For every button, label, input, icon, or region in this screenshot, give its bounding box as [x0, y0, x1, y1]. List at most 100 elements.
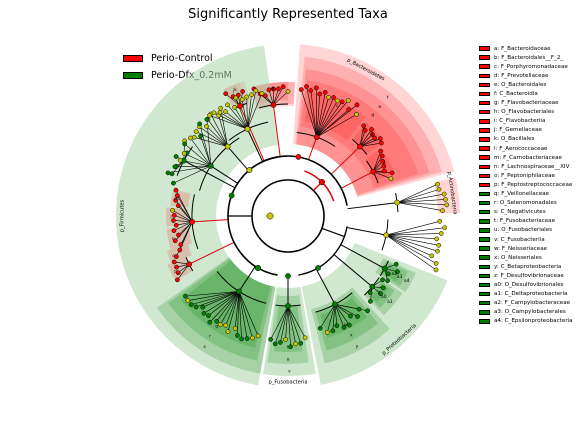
- clade-letter: q: [215, 324, 218, 329]
- taxa-key-swatch: [479, 291, 490, 297]
- tree-node-neutral: [177, 157, 183, 163]
- legend-label-control: Perio-Control: [151, 53, 213, 64]
- tree-edge: [373, 171, 392, 179]
- taxa-key-item: d: F_Prevotellaceae: [479, 71, 576, 80]
- taxa-key-label: a4: C_Epsilonproteobacteria: [494, 318, 573, 325]
- taxa-key-label: u: O_Fusobacteriales: [494, 227, 553, 234]
- tree-edge: [330, 146, 361, 175]
- taxa-key-item: u: O_Fusobacteriales: [479, 226, 576, 235]
- tree-edge: [397, 199, 446, 203]
- taxa-key-label: v: C_Fusobacteriia: [494, 236, 545, 243]
- tree-node-control: [372, 135, 377, 141]
- clade-letter: z: [378, 291, 381, 296]
- tree-edge: [310, 90, 318, 138]
- tree-arc: [298, 226, 348, 276]
- tree-node-dfx: [356, 306, 362, 312]
- center-ring: [251, 179, 325, 253]
- tree-edge: [270, 305, 289, 340]
- clade-letter: x: [350, 334, 353, 339]
- tree-edge: [273, 86, 284, 106]
- tree-node-neutral: [283, 337, 288, 342]
- tree-node-control: [298, 87, 304, 92]
- tree-node-neutral: [232, 105, 237, 110]
- tree-node-control: [357, 143, 363, 150]
- taxa-key-swatch: [479, 209, 490, 215]
- taxa-key-swatch: [479, 55, 490, 60]
- tree-edge: [219, 112, 248, 130]
- tree-node-control: [313, 134, 320, 140]
- tree-node-neutral: [345, 98, 351, 103]
- tree-node-control: [377, 136, 383, 141]
- tree-node-dfx: [380, 277, 385, 283]
- tree-edge: [238, 291, 253, 339]
- tree-node-control: [280, 84, 286, 90]
- tree-node-dfx: [206, 313, 211, 318]
- tree-node-dfx: [385, 271, 391, 277]
- tree-node-control: [186, 261, 192, 268]
- clade-letter: u: [287, 358, 290, 363]
- tree-edge: [334, 304, 345, 328]
- taxa-key-item: o: F_Peptoniphilaceae: [479, 171, 576, 180]
- tree-edge: [208, 291, 240, 316]
- taxa-key-label: e: O_Bacteroidales: [494, 81, 547, 88]
- tree-edge: [246, 96, 248, 130]
- taxa-key-label: h: O_Flavobacteriales: [494, 109, 555, 116]
- tree-node-neutral: [233, 95, 239, 101]
- tree-edge: [172, 210, 193, 223]
- tree-node-dfx: [334, 323, 340, 329]
- taxa-key-swatch: [479, 264, 490, 270]
- taxa-key-label: a0: O_Desulfovibrionales: [494, 281, 564, 288]
- clade-letter: l: [170, 215, 171, 221]
- tree-node-control: [174, 254, 179, 259]
- tree-edge: [397, 202, 447, 206]
- tree-node-control: [172, 238, 178, 244]
- tree-node-dfx: [288, 344, 293, 350]
- tree-node-control: [276, 86, 281, 92]
- tree-edge: [274, 305, 289, 345]
- tree-node-neutral: [388, 176, 394, 181]
- tree-node-control: [173, 222, 179, 228]
- tree-edge: [247, 94, 252, 130]
- tree-node-dfx: [368, 299, 373, 304]
- taxa-key-item: y: C_Betaproteobacteria: [479, 262, 576, 271]
- tree-node-dfx: [172, 164, 178, 170]
- tree-node-neutral: [285, 89, 291, 94]
- clade-letter: j: [232, 88, 234, 94]
- taxa-key-swatch: [479, 109, 490, 115]
- tree-edge: [300, 89, 318, 138]
- tree-edge: [247, 93, 263, 130]
- tree-node-neutral: [211, 110, 217, 116]
- tree-edge: [359, 129, 372, 147]
- tree-node-dfx: [393, 261, 399, 267]
- tree-edge: [190, 137, 212, 167]
- tree-node-neutral: [239, 97, 245, 102]
- taxa-key-label: k: O_Bacillales: [494, 136, 535, 143]
- taxa-key-item: k: O_Bacillales: [479, 135, 576, 144]
- tree-node-neutral: [246, 167, 253, 173]
- taxa-key-label: a2: F_Campylobacteraceae: [494, 300, 571, 307]
- tree-node-neutral: [444, 202, 450, 208]
- taxa-key-label: j: F_Gemellaceae: [494, 127, 542, 134]
- clade-letter: a3: [397, 274, 403, 280]
- taxa-key-item: m: F_Carnobacteriaceae: [479, 153, 576, 162]
- clade-sector-f: [295, 56, 442, 197]
- tree-edge: [334, 304, 358, 317]
- tree-node-control: [380, 159, 386, 164]
- clade-sector-q: [180, 260, 271, 348]
- clade-letter: e: [379, 105, 382, 110]
- tree-edge: [174, 165, 211, 168]
- tree-edge: [238, 291, 242, 339]
- taxa-key-label: t: F_Fusobacteriaceae: [494, 218, 556, 225]
- tree-edge: [227, 291, 240, 332]
- clade-letter: v: [288, 369, 291, 374]
- taxa-key-label: s: C_Negativicutes: [494, 209, 546, 216]
- tree-edge: [207, 119, 228, 147]
- tree-edge: [308, 136, 318, 160]
- tree-edge: [334, 304, 360, 310]
- clade-letter: h: [272, 85, 275, 91]
- tree-node-neutral: [394, 199, 401, 206]
- tree-edge: [210, 165, 238, 184]
- root-node: [266, 212, 274, 220]
- tree-node-control: [262, 93, 268, 99]
- taxa-key-item: z: F_Desulfovibrionaceae: [479, 271, 576, 280]
